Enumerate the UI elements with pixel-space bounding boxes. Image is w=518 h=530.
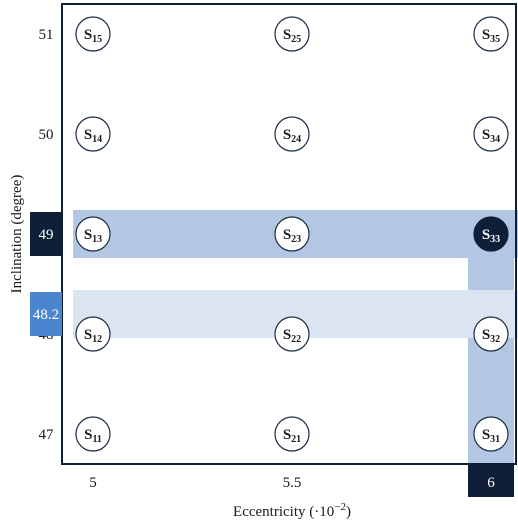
grid-point-S11: S11 [75,416,111,452]
grid-point-S22: S22 [274,316,310,352]
x-tick-highlight [468,464,514,497]
point-circle [473,16,509,52]
y-tick-label: 48.2 [33,307,59,323]
grid-point-S21: S21 [274,416,310,452]
point-circle [75,116,111,152]
point-label: S35 [482,27,500,45]
y-tick-label: 51 [39,27,54,43]
point-circle [274,316,310,352]
point-circle [274,16,310,52]
point-label: S31 [482,427,500,445]
point-label: S24 [283,127,301,145]
point-circle [75,316,111,352]
point-circle [75,216,111,252]
point-circle [75,416,111,452]
point-label: S15 [84,27,102,45]
point-circle [473,116,509,152]
y-tick-highlight [30,212,62,256]
point-label: S21 [283,427,301,445]
x-axis-label: Eccentricity (·10−2) [233,501,351,520]
y-tick-highlight [30,292,62,336]
point-label: S14 [84,127,102,145]
point-label: S12 [84,327,102,345]
point-label: S13 [84,227,102,245]
point-label: S11 [84,427,102,445]
grid-point-S35: S35 [473,16,509,52]
point-label: S23 [283,227,301,245]
y-tick-label: 47 [39,427,55,443]
grid-point-S31: S31 [473,416,509,452]
y-tick-label: 50 [39,127,54,143]
point-circle [473,416,509,452]
x-tick-label: 5 [89,475,97,491]
grid-point-S34: S34 [473,116,509,152]
grid-point-S12: S12 [75,316,111,352]
point-label: S33 [482,227,500,245]
grid-point-S32: S32 [473,316,509,352]
point-label: S25 [283,27,301,45]
grid-point-S13: S13 [75,216,111,252]
point-circle [473,216,509,252]
point-circle [274,416,310,452]
grid-point-S15: S15 [75,16,111,52]
grid-points: S15S25S35S45S55S14S24S34S44S54S13S23S33S… [75,16,509,452]
point-circle [274,116,310,152]
point-circle [473,316,509,352]
point-label: S34 [482,127,500,145]
grid-point-S33: S33 [473,216,509,252]
y-tick-label: 49 [39,227,54,243]
grid-point-S24: S24 [274,116,310,152]
x-tick-label: 6 [487,475,495,491]
x-tick-label: 5.5 [283,475,302,491]
point-circle [75,16,111,52]
grid-point-S14: S14 [75,116,111,152]
point-circle [274,216,310,252]
point-label: S32 [482,327,500,345]
grid-point-S25: S25 [274,16,310,52]
point-label: S22 [283,327,301,345]
y-axis-label: Inclination (degree) [9,175,25,294]
grid-point-S23: S23 [274,216,310,252]
